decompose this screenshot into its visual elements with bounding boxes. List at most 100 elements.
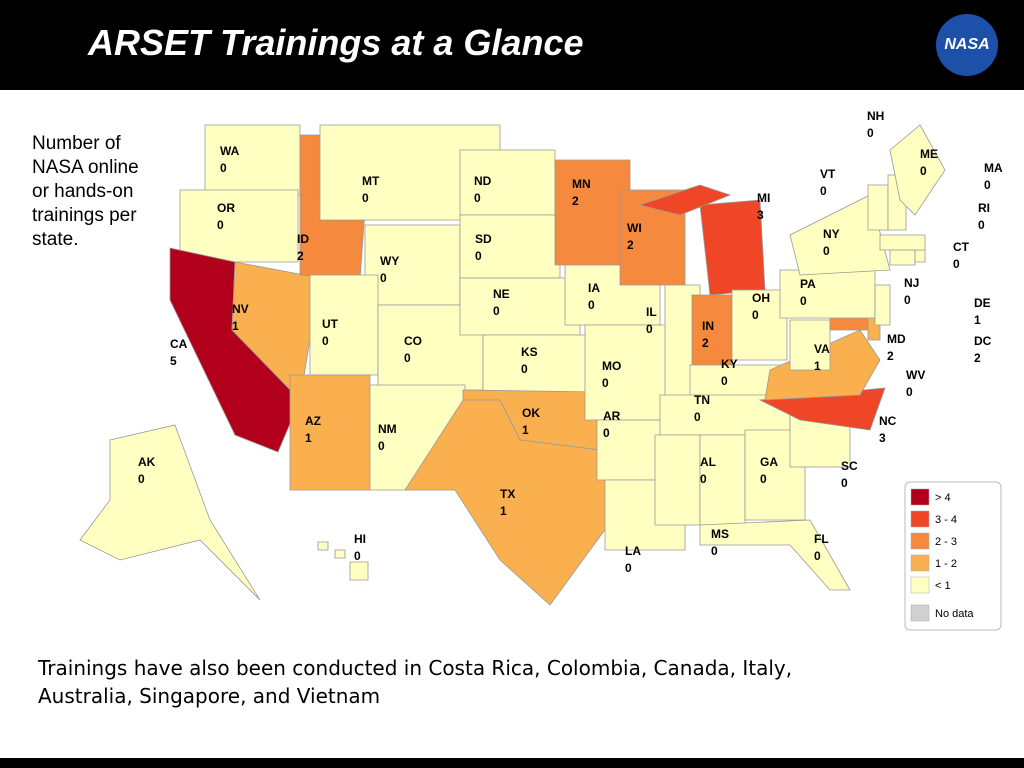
state-abbr: IA (588, 281, 600, 295)
state-abbr: OH (752, 291, 770, 305)
state-count: 0 (138, 472, 145, 486)
state-abbr: OR (217, 201, 235, 215)
state-count: 0 (721, 374, 728, 388)
state-abbr: AZ (305, 414, 321, 428)
state-abbr: NV (232, 302, 249, 316)
state-abbr: TN (694, 393, 710, 407)
state-shapes (79, 124, 946, 606)
state-abbr: DE (974, 296, 991, 310)
state-abbr: NE (493, 287, 510, 301)
state-count: 0 (404, 351, 411, 365)
state-abbr: VA (814, 342, 830, 356)
state-abbr: AK (138, 455, 156, 469)
legend-label: 2 - 3 (935, 536, 957, 548)
state-count: 0 (521, 362, 528, 376)
note-line: NASA online (32, 157, 139, 178)
state-count: 2 (572, 194, 579, 208)
state-abbr: FL (814, 532, 829, 546)
legend-label: > 4 (935, 492, 951, 504)
state-abbr: CO (404, 334, 422, 348)
state-abbr: DC (974, 334, 992, 348)
state-abbr: NJ (904, 276, 919, 290)
state-shape (779, 269, 876, 319)
state-shape (789, 194, 891, 276)
state-count: 0 (493, 304, 500, 318)
state-abbr: UT (322, 317, 339, 331)
state-shape (482, 334, 599, 394)
state-labels: WA 0 OR 0 CA 5 NV 1 ID 2 MT 0 WY 0 UT 0 CO 0 AZ 1 NM 0 ND 0 SD 0 N… (138, 109, 1003, 575)
state-count: 0 (362, 191, 369, 205)
state-shape (889, 124, 946, 216)
state-count: 0 (378, 439, 385, 453)
legend-swatch (910, 532, 930, 550)
state-abbr: AR (603, 409, 621, 423)
state-shape (699, 199, 766, 296)
state-shape (404, 399, 613, 606)
state-count: 0 (322, 334, 329, 348)
state-abbr: KY (721, 357, 738, 371)
footer-line: Trainings have also been conducted in Co… (38, 656, 793, 680)
state-abbr: IN (702, 319, 714, 333)
state-abbr: MS (711, 527, 729, 541)
state-abbr: ME (920, 147, 938, 161)
state-abbr: GA (760, 455, 778, 469)
state-abbr: MA (984, 161, 1003, 175)
state-count: 0 (906, 385, 913, 399)
state-count: 5 (170, 354, 177, 368)
state-shape (879, 234, 926, 251)
state-count: 1 (522, 423, 529, 437)
state-count: 0 (867, 126, 874, 140)
state-shape (179, 189, 299, 263)
state-count: 0 (588, 298, 595, 312)
note-line: state. (32, 229, 79, 250)
state-count: 2 (297, 249, 304, 263)
state-count: 1 (305, 431, 312, 445)
state-count: 0 (475, 249, 482, 263)
state-shape (204, 124, 301, 196)
state-count: 0 (625, 561, 632, 575)
footer-text: Trainings have also been conducted in Co… (38, 654, 792, 710)
state-abbr: SD (475, 232, 492, 246)
note-line: or hands-on (32, 181, 134, 202)
state-count: 1 (232, 319, 239, 333)
state-abbr: WV (906, 368, 925, 382)
note-line: trainings per (32, 205, 137, 226)
state-abbr: MN (572, 177, 591, 191)
state-count: 3 (879, 431, 886, 445)
us-map: WA 0 OR 0 CA 5 NV 1 ID 2 MT 0 WY 0 UT 0 CO 0 AZ 1 NM 0 ND 0 SD 0 N… (79, 109, 1003, 631)
state-abbr: IL (646, 305, 657, 319)
state-abbr: OK (522, 406, 540, 420)
state-shape (914, 249, 926, 263)
legend-label: No data (935, 608, 974, 620)
legend-swatch (910, 604, 930, 622)
state-shape (349, 561, 369, 581)
legend-label: 3 - 4 (935, 514, 957, 526)
slide-title: ARSET Trainings at a Glance (88, 22, 584, 63)
state-abbr: NH (867, 109, 884, 123)
legend-label: 1 - 2 (935, 558, 957, 570)
state-shape (638, 184, 732, 216)
state-shape (79, 424, 261, 601)
state-count: 2 (974, 351, 981, 365)
state-count: 2 (627, 238, 634, 252)
state-abbr: PA (800, 277, 816, 291)
side-note: Number of NASA online or hands-on trainings… (32, 132, 167, 252)
state-abbr: NM (378, 422, 397, 436)
state-count: 0 (700, 472, 707, 486)
note-line: Number of (32, 133, 121, 154)
legend-swatch (910, 510, 930, 528)
state-abbr: NY (823, 227, 840, 241)
state-abbr: MT (362, 174, 380, 188)
header-bar: ARSET Trainings at a Glance NASA (0, 0, 1024, 90)
state-abbr: AL (700, 455, 716, 469)
state-abbr: MI (757, 191, 770, 205)
state-abbr: HI (354, 532, 366, 546)
state-count: 0 (646, 322, 653, 336)
state-count: 1 (814, 359, 821, 373)
state-count: 0 (820, 184, 827, 198)
state-count: 0 (978, 218, 985, 232)
state-count: 0 (354, 549, 361, 563)
state-count: 0 (752, 308, 759, 322)
state-count: 2 (887, 349, 894, 363)
